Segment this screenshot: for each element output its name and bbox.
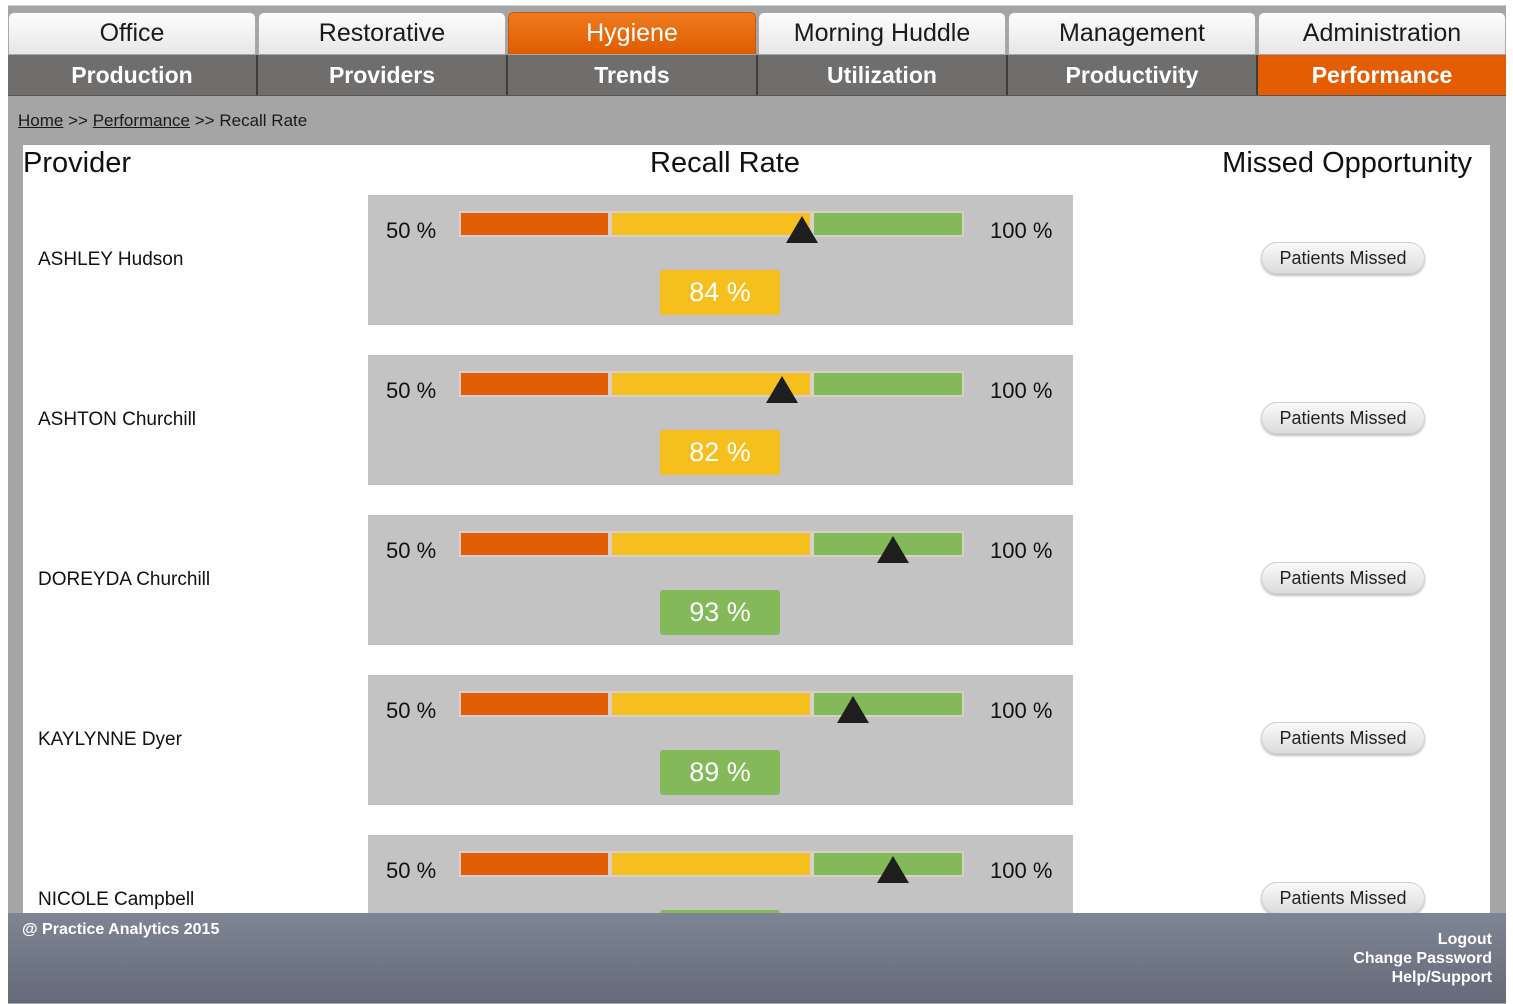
tab-administration[interactable]: Administration [1258, 12, 1506, 54]
breadcrumb-performance-link[interactable]: Performance [92, 111, 191, 130]
recall-rate-panel: Provider Recall Rate Missed Opportunity … [23, 145, 1490, 913]
recall-rate-header: Recall Rate [650, 147, 800, 179]
tab-restorative[interactable]: Restorative [258, 12, 506, 54]
gauge-marker-icon [786, 216, 819, 243]
gauge-min-label: 50 % [386, 858, 437, 883]
gauge-segment-low [459, 691, 610, 717]
gauge-segment-high [812, 371, 964, 397]
gauge-segment-mid [610, 851, 812, 877]
subtab-production[interactable]: Production [8, 55, 258, 95]
gauge-min-label: 50 % [386, 218, 437, 243]
change-password-link[interactable]: Change Password [1353, 950, 1492, 967]
breadcrumb: Home >> Performance >> Recall Rate [18, 111, 307, 131]
breadcrumb-separator: >> [194, 111, 215, 130]
patients-missed-button[interactable]: Patients Missed [1261, 242, 1425, 274]
provider-name: NICOLE Campbell [38, 889, 195, 910]
recall-gauge: 50 % 100 % 84 % [368, 195, 1073, 325]
recall-gauge: 50 % 100 % 93 % [368, 515, 1073, 645]
gauge-bar [459, 371, 964, 397]
provider-row: NICOLE Campbell 50 % 100 % Patients Miss… [23, 835, 1490, 913]
patients-missed-button[interactable]: Patients Missed [1261, 562, 1425, 594]
footer-links: Logout Change Password Help/Support [1353, 930, 1492, 987]
gauge-segment-low [459, 371, 610, 397]
provider-row: KAYLYNNE Dyer 50 % 100 % 89 % Patients M… [23, 675, 1490, 805]
gauge-marker-icon [877, 856, 910, 883]
gauge-min-label: 50 % [386, 538, 437, 563]
tab-office[interactable]: Office [8, 12, 256, 54]
provider-name: ASHLEY Hudson [38, 249, 184, 270]
gauge-max-label: 100 % [990, 538, 1053, 563]
gauge-bar [459, 851, 964, 877]
recall-rate-value: 93 % [660, 590, 780, 635]
patients-missed-button[interactable]: Patients Missed [1261, 402, 1425, 434]
sub-nav: Production Providers Trends Utilization … [8, 55, 1506, 96]
gauge-max-label: 100 % [990, 378, 1053, 403]
breadcrumb-current: Recall Rate [219, 111, 308, 130]
gauge-segment-high [812, 691, 964, 717]
gauge-segment-mid [610, 211, 812, 237]
subtab-productivity[interactable]: Productivity [1008, 55, 1258, 95]
breadcrumb-home-link[interactable]: Home [18, 111, 64, 130]
tab-hygiene[interactable]: Hygiene [508, 12, 756, 54]
provider-header: Provider [23, 147, 131, 179]
recall-rate-value: 82 % [660, 430, 780, 475]
subtab-performance[interactable]: Performance [1258, 55, 1506, 95]
gauge-segment-low [459, 851, 610, 877]
provider-row: ASHTON Churchill 50 % 100 % 82 % Patient… [23, 355, 1490, 485]
recall-gauge: 50 % 100 % 89 % [368, 675, 1073, 805]
copyright-text: @ Practice Analytics 2015 [22, 921, 220, 938]
gauge-min-label: 50 % [386, 698, 437, 723]
missed-opportunity-header: Missed Opportunity [1222, 147, 1472, 179]
gauge-segment-low [459, 531, 610, 557]
gauge-segment-mid [610, 691, 812, 717]
gauge-min-label: 50 % [386, 378, 437, 403]
gauge-bar [459, 691, 964, 717]
provider-name: ASHTON Churchill [38, 409, 197, 430]
tab-management[interactable]: Management [1008, 12, 1256, 54]
provider-row: ASHLEY Hudson 50 % 100 % 84 % Patients M… [23, 195, 1490, 325]
patients-missed-button[interactable]: Patients Missed [1261, 722, 1425, 754]
recall-gauge: 50 % 100 % 82 % [368, 355, 1073, 485]
recall-rate-value: 84 % [660, 270, 780, 315]
gauge-marker-icon [877, 536, 910, 563]
gauge-marker-icon [766, 376, 799, 403]
gauge-max-label: 100 % [990, 698, 1053, 723]
gauge-max-label: 100 % [990, 218, 1053, 243]
tab-morning-huddle[interactable]: Morning Huddle [758, 12, 1006, 54]
gauge-bar [459, 211, 964, 237]
provider-name: DOREYDA Churchill [38, 569, 211, 590]
provider-name: KAYLYNNE Dyer [38, 729, 182, 750]
breadcrumb-separator: >> [68, 111, 88, 130]
patients-missed-button[interactable]: Patients Missed [1261, 882, 1425, 913]
recall-gauge: 50 % 100 % [368, 835, 1073, 913]
gauge-segment-low [459, 211, 610, 237]
help-support-link[interactable]: Help/Support [1391, 969, 1492, 986]
recall-rate-value: 89 % [660, 750, 780, 795]
gauge-max-label: 100 % [990, 858, 1053, 883]
recall-rate-value [660, 910, 780, 913]
subtab-utilization[interactable]: Utilization [758, 55, 1008, 95]
subtab-trends[interactable]: Trends [508, 55, 758, 95]
top-nav: Office Restorative Hygiene Morning Huddl… [8, 12, 1506, 55]
footer: @ Practice Analytics 2015 Logout Change … [8, 913, 1506, 1003]
gauge-marker-icon [836, 696, 869, 723]
gauge-segment-high [812, 211, 964, 237]
logout-link[interactable]: Logout [1437, 931, 1492, 948]
subtab-providers[interactable]: Providers [258, 55, 508, 95]
gauge-segment-mid [610, 531, 812, 557]
provider-row: DOREYDA Churchill 50 % 100 % 93 % Patien… [23, 515, 1490, 645]
